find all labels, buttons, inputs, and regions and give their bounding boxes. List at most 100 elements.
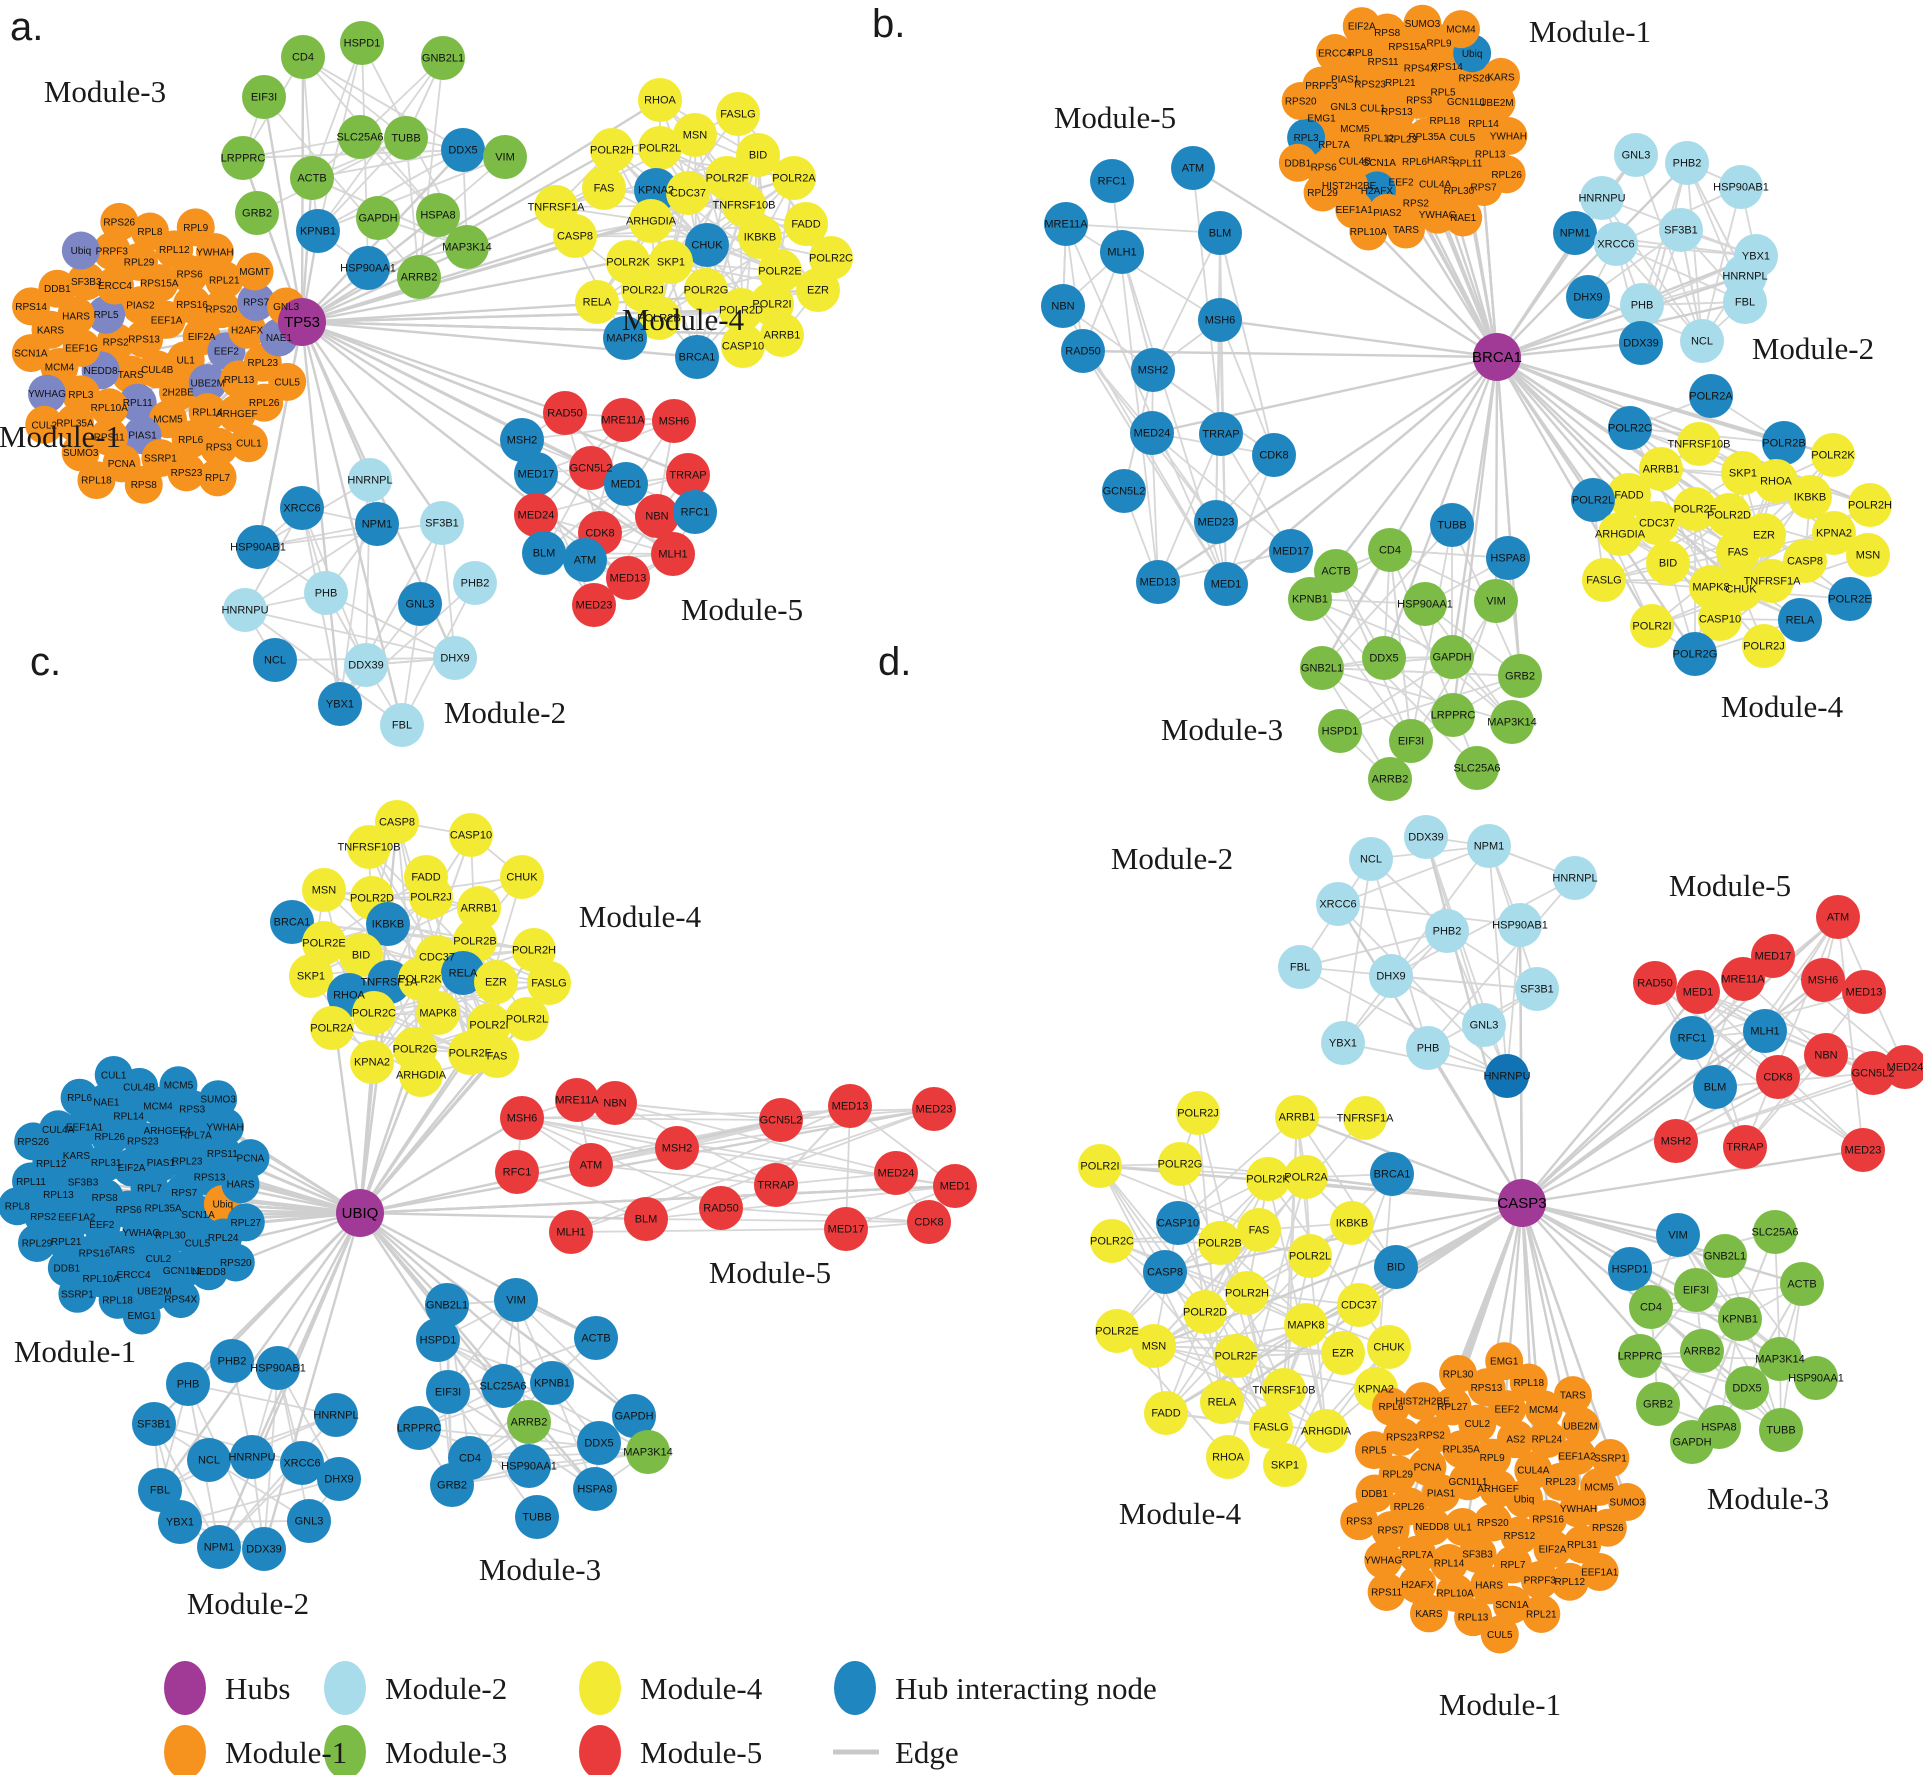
node-SLC25A6[interactable]: [481, 1364, 525, 1408]
node-RPS16[interactable]: [173, 285, 212, 324]
node-BRCA1[interactable]: [270, 900, 314, 944]
node-RELA[interactable]: [441, 951, 485, 995]
node-PRPF3[interactable]: [1520, 1560, 1559, 1599]
node-HSPA8[interactable]: [573, 1467, 617, 1511]
node-MLH1[interactable]: [1743, 1009, 1787, 1053]
node-POLR2L[interactable]: [505, 997, 549, 1041]
node-GRB2[interactable]: [1636, 1382, 1680, 1426]
node-FAS[interactable]: [475, 1034, 519, 1078]
node-LRPPRC[interactable]: [397, 1406, 441, 1450]
node-EIF3I[interactable]: [1674, 1268, 1718, 1312]
node-KPNA2[interactable]: [1812, 511, 1856, 555]
node-RPL21[interactable]: [47, 1222, 86, 1261]
node-ACTB[interactable]: [290, 156, 334, 200]
node-GRB2[interactable]: [1498, 654, 1542, 698]
node-YWHAG[interactable]: [1364, 1540, 1403, 1579]
node-TRRAP[interactable]: [1199, 412, 1243, 456]
node-EIF3I[interactable]: [1389, 719, 1433, 763]
node-EZR[interactable]: [796, 268, 840, 312]
node-MSH2[interactable]: [655, 1126, 699, 1170]
node-FAS[interactable]: [1716, 530, 1760, 574]
node-UBE2M[interactable]: [188, 363, 227, 402]
node-RPL18[interactable]: [1509, 1363, 1548, 1402]
node-CUL2[interactable]: [25, 405, 64, 444]
node-PRPF3[interactable]: [92, 232, 131, 271]
node-GRB2[interactable]: [235, 191, 279, 235]
node-KARS[interactable]: [1409, 1594, 1448, 1633]
node-GNB2L1[interactable]: [1300, 646, 1344, 690]
node-SUMO3[interactable]: [199, 1080, 238, 1119]
node-POLR2A[interactable]: [310, 1006, 354, 1050]
node-MSH6[interactable]: [500, 1096, 544, 1140]
node-BID[interactable]: [736, 133, 780, 177]
node-BRCA1[interactable]: [1370, 1152, 1414, 1196]
node-GNB2L1[interactable]: [425, 1283, 469, 1327]
node-POLR2C[interactable]: [1608, 406, 1652, 450]
node-DDX5[interactable]: [1362, 636, 1406, 680]
node-HSP90AB1[interactable]: [1719, 165, 1763, 209]
node-ARRB1[interactable]: [457, 886, 501, 930]
node-SUMO3[interactable]: [1403, 4, 1442, 43]
node-MAPK8[interactable]: [416, 991, 460, 1035]
node-SKP1[interactable]: [649, 240, 693, 284]
node-LRPPRC[interactable]: [221, 136, 265, 180]
node-NCL[interactable]: [1680, 319, 1724, 363]
node-NBN[interactable]: [1041, 284, 1085, 328]
node-FASLG[interactable]: [716, 92, 760, 136]
node-RELA[interactable]: [1778, 598, 1822, 642]
node-ATM[interactable]: [1816, 895, 1860, 939]
node-GAPDH[interactable]: [1670, 1420, 1714, 1464]
node-MAP3K14[interactable]: [445, 225, 489, 269]
node-SLC25A6[interactable]: [1455, 746, 1499, 790]
node-POLR2J[interactable]: [1176, 1091, 1220, 1135]
node-EEF1A2[interactable]: [1557, 1436, 1596, 1475]
node-POLR2H[interactable]: [1848, 483, 1892, 527]
node-CDC37[interactable]: [1337, 1283, 1381, 1327]
node-MAP3K14[interactable]: [626, 1430, 670, 1474]
node-RPL6[interactable]: [60, 1078, 99, 1117]
node-RPS23[interactable]: [167, 453, 206, 492]
node-SCN1A[interactable]: [11, 334, 50, 373]
node-SF3B3[interactable]: [1458, 1535, 1497, 1574]
node-POLR2G[interactable]: [684, 268, 728, 312]
node-FAS[interactable]: [582, 166, 626, 210]
node-MED13[interactable]: [1136, 560, 1180, 604]
node-ARRB1[interactable]: [760, 313, 804, 357]
node-DDB1[interactable]: [1278, 143, 1317, 182]
node-MSH2[interactable]: [1131, 348, 1175, 392]
node-BID[interactable]: [1646, 541, 1690, 585]
node-HSP90AB1[interactable]: [236, 525, 280, 569]
node-MSN[interactable]: [1846, 533, 1890, 577]
node-TUBB[interactable]: [1430, 503, 1474, 547]
node-MSN[interactable]: [673, 113, 717, 157]
node-CDC37[interactable]: [666, 171, 710, 215]
node-CASP8[interactable]: [1783, 539, 1827, 583]
node-SKP1[interactable]: [1721, 451, 1765, 495]
node-RPS2[interactable]: [1412, 1416, 1451, 1455]
node-NPM1[interactable]: [1467, 824, 1511, 868]
node-POLR2E[interactable]: [1095, 1309, 1139, 1353]
node-MAPK8[interactable]: [1284, 1303, 1328, 1347]
node-DHX9[interactable]: [1369, 954, 1413, 998]
node-ATM[interactable]: [569, 1143, 613, 1187]
node-RHOA[interactable]: [1206, 1435, 1250, 1479]
node-NBN[interactable]: [593, 1081, 637, 1125]
node-RAD50[interactable]: [1633, 961, 1677, 1005]
node-RHOA[interactable]: [1754, 459, 1798, 503]
node-CHUK[interactable]: [685, 223, 729, 267]
node-MRE11A[interactable]: [601, 398, 645, 442]
node-DDX39[interactable]: [1619, 321, 1663, 365]
node-EIF3I[interactable]: [242, 75, 286, 119]
node-NPM1[interactable]: [197, 1525, 241, 1569]
node-PHB2[interactable]: [210, 1339, 254, 1383]
node-GCN5L2[interactable]: [759, 1098, 803, 1142]
node-HSPD1[interactable]: [340, 21, 384, 65]
node-TUBB[interactable]: [1759, 1408, 1803, 1452]
node-NPM1[interactable]: [1553, 211, 1597, 255]
node-RPS7[interactable]: [237, 283, 276, 322]
node-RFC1[interactable]: [1090, 159, 1134, 203]
node-ERCC4[interactable]: [95, 266, 134, 305]
node-ARRB2[interactable]: [1680, 1329, 1724, 1373]
node-RPL21[interactable]: [1522, 1594, 1561, 1633]
node-POLR2G[interactable]: [1673, 632, 1717, 676]
